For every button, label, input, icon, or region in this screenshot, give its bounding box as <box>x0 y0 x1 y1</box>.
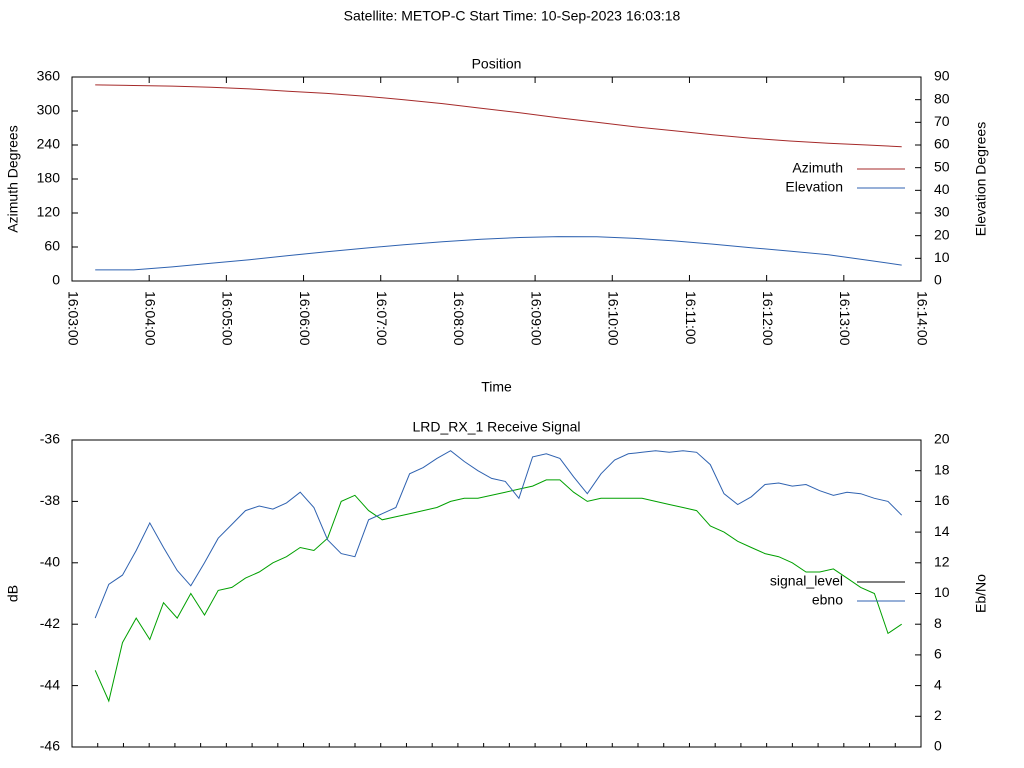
x-tick-label: 16:03:00 <box>65 291 81 346</box>
y2-tick-label: 80 <box>934 90 950 106</box>
series-line <box>94 479 902 703</box>
y2-tick-label: 8 <box>934 615 942 631</box>
y-tick-label: 120 <box>37 204 61 220</box>
page-title: Satellite: METOP-C Start Time: 10-Sep-20… <box>344 8 681 24</box>
y2-tick-label: 10 <box>934 249 950 265</box>
y2-tick-label: 0 <box>934 272 942 288</box>
x-tick-label: 16:04:00 <box>142 291 158 346</box>
y-tick-label: -40 <box>40 554 60 570</box>
y2-tick-label: 30 <box>934 204 950 220</box>
y-tick-label: 240 <box>37 136 61 152</box>
y2-tick-label: 60 <box>934 136 950 152</box>
y-tick-label: -42 <box>40 615 60 631</box>
y2-tick-label: 20 <box>934 226 950 242</box>
y-tick-label: 0 <box>52 272 60 288</box>
x-tick-label: 16:06:00 <box>297 291 313 346</box>
y2-tick-label: 14 <box>934 523 950 539</box>
y2-tick-label: 0 <box>934 738 942 754</box>
x-tick-label: 16:14:00 <box>914 291 930 346</box>
y2-tick-label: 20 <box>934 431 950 447</box>
y-tick-label: -38 <box>40 492 60 508</box>
y-axis-label: dB <box>5 585 21 602</box>
legend-label: signal_level <box>770 573 843 589</box>
series-line <box>95 236 902 271</box>
x-tick-label: 16:07:00 <box>374 291 390 346</box>
y2-tick-label: 90 <box>934 68 950 84</box>
y2-tick-label: 16 <box>934 492 950 508</box>
y-tick-label: 60 <box>44 238 60 254</box>
x-tick-label: 16:09:00 <box>528 291 544 346</box>
y2-axis-label: Elevation Degrees <box>973 122 989 236</box>
y-tick-label: -36 <box>40 431 60 447</box>
x-tick-label: 16:13:00 <box>837 291 853 346</box>
x-tick-label: 16:11:00 <box>683 291 699 345</box>
y2-tick-label: 6 <box>934 646 942 662</box>
y-tick-label: -44 <box>40 676 60 692</box>
legend-label: Azimuth <box>792 160 843 176</box>
y-tick-label: 360 <box>37 68 61 84</box>
x-tick-label: 16:12:00 <box>760 291 776 346</box>
x-axis-label: Time <box>481 379 512 395</box>
y2-tick-label: 50 <box>934 158 950 174</box>
y2-tick-label: 40 <box>934 181 950 197</box>
chart-title: LRD_RX_1 Receive Signal <box>412 419 580 435</box>
legend-label: ebno <box>812 592 843 608</box>
y2-tick-label: 18 <box>934 461 950 477</box>
chart-title: Position <box>472 56 522 72</box>
y2-tick-label: 4 <box>934 676 942 692</box>
y2-axis-label: Eb/No <box>973 574 989 613</box>
series-line <box>95 84 902 148</box>
legend-label: Elevation <box>785 179 843 195</box>
series-line <box>94 450 903 619</box>
x-tick-label: 16:05:00 <box>220 291 236 346</box>
y-axis-label: Azimuth Degrees <box>5 125 21 232</box>
y2-tick-label: 10 <box>934 584 950 600</box>
y2-tick-label: 2 <box>934 707 942 723</box>
y-tick-label: 180 <box>37 170 61 186</box>
y2-tick-label: 12 <box>934 554 950 570</box>
y-tick-label: 300 <box>37 102 61 118</box>
x-tick-label: 16:10:00 <box>606 291 622 346</box>
y2-tick-label: 70 <box>934 113 950 129</box>
y-tick-label: -46 <box>40 738 60 754</box>
x-tick-label: 16:08:00 <box>451 291 467 346</box>
